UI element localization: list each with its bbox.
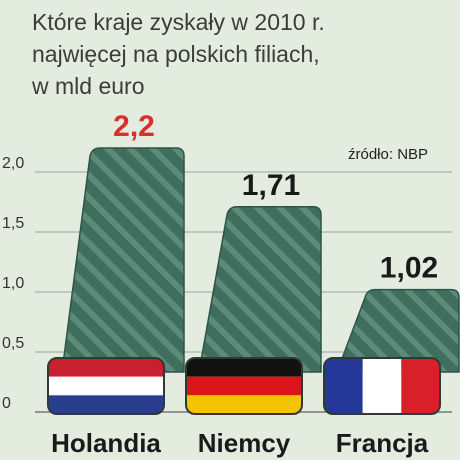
flag-stripe-blue (324, 358, 363, 414)
value-label: 1,02 (380, 252, 438, 285)
title-line-3: w mld euro (32, 73, 145, 99)
title-line-1: Które kraje zyskały w 2010 r. (32, 9, 325, 35)
y-tick-label: 1,5 (2, 215, 24, 232)
chart-title: Które kraje zyskały w 2010 r. najwięcej … (32, 6, 452, 102)
germany-flag-icon (186, 358, 302, 414)
category-label: Niemcy (198, 428, 291, 458)
y-tick-label: 0,5 (2, 335, 24, 352)
y-tick-label: 1,0 (2, 275, 24, 292)
flag-border (185, 357, 303, 415)
flag-stripe-blue (48, 395, 164, 414)
flag-border (47, 357, 165, 415)
flag-stripe-black (186, 358, 302, 377)
flag-stripe-red (186, 376, 302, 396)
netherlands-flag-icon (48, 358, 164, 414)
flag-stripe-red (401, 358, 440, 414)
category-label: Holandia (51, 428, 161, 458)
flag-stripe-red (48, 358, 164, 377)
flag-stripe-white (362, 358, 402, 414)
flag-stripe-gold (186, 395, 302, 414)
value-label: 1,71 (242, 169, 300, 202)
title-line-2: najwięcej na polskich filiach, (32, 41, 320, 67)
y-tick-label: 0 (2, 395, 11, 412)
bar-niemcy (198, 206, 322, 373)
source-note: źródło: NBP (348, 146, 429, 163)
bar-holandia (61, 147, 185, 373)
france-flag-icon (324, 358, 440, 414)
flag-stripe-white (48, 376, 164, 396)
value-label: 2,2 (113, 110, 155, 143)
y-tick-label: 2,0 (2, 155, 24, 172)
category-label: Francja (336, 428, 429, 458)
bar-francja (335, 288, 460, 373)
flag-border (323, 357, 441, 415)
